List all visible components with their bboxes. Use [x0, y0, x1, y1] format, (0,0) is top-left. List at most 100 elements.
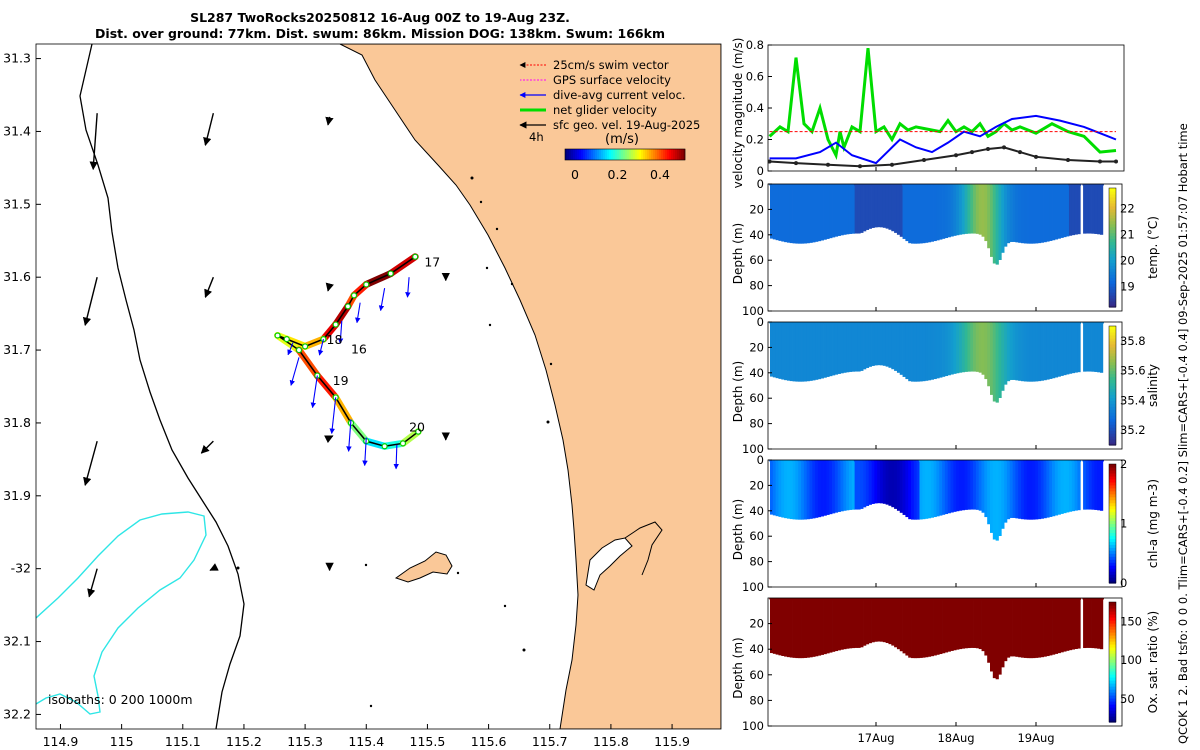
- profile-data-column: [936, 598, 940, 655]
- profile-data-column: [829, 322, 833, 377]
- colorbar-cell: [1109, 271, 1116, 275]
- profile-colorbar-frame: [1108, 463, 1117, 584]
- profile-data-column: [947, 598, 951, 652]
- profile-data-column: [1077, 322, 1081, 373]
- colorbar-cell: [1109, 436, 1116, 440]
- profile-data-column: [1063, 184, 1067, 238]
- profile-data-column: [995, 322, 999, 403]
- map-ytick-label: 31.7: [3, 342, 31, 357]
- profile-data-column: [950, 598, 954, 651]
- colorbar-cell: [1109, 400, 1116, 404]
- profile-ytick-label: 40: [749, 642, 764, 656]
- profile-data-column: [1074, 184, 1078, 235]
- profile-data-column: [944, 184, 949, 239]
- profile-data-column: [1097, 598, 1101, 649]
- profile-data-column: [1049, 460, 1053, 517]
- colorbar-cell: [1109, 244, 1116, 249]
- profile-data-column: [1006, 460, 1011, 520]
- colorbar-cell: [1109, 295, 1116, 299]
- profile-data-column: [803, 598, 808, 658]
- colorbar-cell: [1109, 415, 1116, 419]
- profile-data-column: [905, 598, 909, 656]
- profile-data-column: [1021, 460, 1025, 520]
- profile-data-column: [789, 184, 793, 244]
- colorbar-cell: [1109, 499, 1116, 504]
- velocity-series-point: [826, 162, 830, 167]
- colorbar-cell: [1109, 611, 1116, 615]
- profile-colorbar-frame: [1108, 187, 1117, 308]
- profile-data-column: [992, 184, 997, 264]
- geo-velocity-arrow: [89, 113, 98, 171]
- profile-colorbar-label: temp. (°C): [1146, 216, 1160, 279]
- profile-data-column: [1035, 598, 1039, 658]
- colorbar-cell: [1109, 547, 1116, 551]
- profile-data-column: [953, 322, 957, 374]
- colorbar-cell: [627, 149, 630, 160]
- colorbar-cell: [1109, 343, 1116, 348]
- velocity-ylabel: velocity magnitude (m/s): [731, 38, 745, 189]
- profile-data-column: [1032, 184, 1036, 244]
- map-xtick-label: 115.7: [532, 734, 568, 749]
- profile-data-column: [1083, 460, 1087, 510]
- date-tick-label: 18Aug: [937, 731, 974, 745]
- colorbar-cell: [1109, 617, 1116, 621]
- map-xtick-label: 115.4: [348, 734, 384, 749]
- profile-data-column: [888, 184, 892, 230]
- colorbar-cell: [1109, 277, 1116, 281]
- track-point: [295, 346, 303, 354]
- profile-axes-frame: [767, 183, 1123, 312]
- colorbar-cell: [1109, 623, 1116, 627]
- profile-data-column: [823, 184, 827, 240]
- profile-data-column: [911, 322, 915, 382]
- colorbar-cell: [1109, 208, 1116, 213]
- colorbar-cell: [653, 149, 656, 160]
- profile-data-column: [1029, 322, 1033, 382]
- profile-colorbar-tick: 35.2: [1120, 423, 1146, 437]
- profile-surface-sample: [1076, 322, 1082, 325]
- profile-data-column: [775, 598, 779, 655]
- profile-data-column: [1004, 460, 1008, 523]
- colorbar-cell: [1109, 541, 1116, 545]
- profile-ytick-label: 80: [749, 693, 764, 707]
- profile-ytick-label: 60: [749, 391, 764, 405]
- colorbar-cell: [1109, 511, 1116, 516]
- colorbar-cell: [1109, 421, 1116, 425]
- profile-data-column: [1015, 598, 1019, 657]
- profile-data-column: [1015, 184, 1019, 243]
- profile-data-column: [1071, 184, 1075, 236]
- colorbar-cell: [647, 149, 650, 160]
- colorbar-cell: [1109, 385, 1116, 390]
- colorbar-cell: [1109, 301, 1116, 305]
- profile-data-column: [840, 598, 844, 650]
- profile-ytick-label: 60: [749, 668, 764, 682]
- side-note-text: QCOK 1 2. Bad tsfo: 0 0 0. Tlim=CARS+[-0…: [1176, 123, 1190, 744]
- profile-data-column: [1057, 460, 1061, 515]
- profile-data-column: [911, 598, 915, 659]
- profile-data-column: [885, 460, 889, 505]
- profile-data-column: [1001, 598, 1005, 668]
- profile-data-column: [865, 598, 870, 645]
- profile-data-column: [908, 598, 912, 658]
- profile-data-column: [902, 460, 906, 515]
- track-day-label: 17: [424, 254, 440, 269]
- current-velocity-arrow: [289, 357, 300, 386]
- profile-data-column: [778, 322, 782, 379]
- profile-data-column: [840, 322, 844, 374]
- colorbar-cell: [631, 149, 634, 160]
- profile-data-column: [984, 460, 988, 518]
- profile-data-column: [834, 184, 839, 237]
- track-day-label: 19: [333, 373, 349, 388]
- profile-data-column: [992, 322, 997, 402]
- colorbar-cell: [1109, 686, 1116, 690]
- track-point: [274, 332, 281, 339]
- profile-data-column: [930, 460, 934, 518]
- profile-data-column: [964, 598, 968, 649]
- colorbar-cell: [1109, 326, 1116, 330]
- profile-data-column: [961, 460, 965, 511]
- profile-panel: 0 20 40 60 80 100 Depth (m) 35.2 35.4 35.6 35.8 sal…: [731, 315, 1160, 456]
- profile-data-column: [863, 322, 867, 370]
- profile-data-column: [871, 184, 875, 228]
- profile-colorbar-label: Ox. sat. ratio (%): [1146, 611, 1160, 713]
- profile-data-column: [848, 598, 853, 649]
- profile-data-column: [860, 184, 864, 233]
